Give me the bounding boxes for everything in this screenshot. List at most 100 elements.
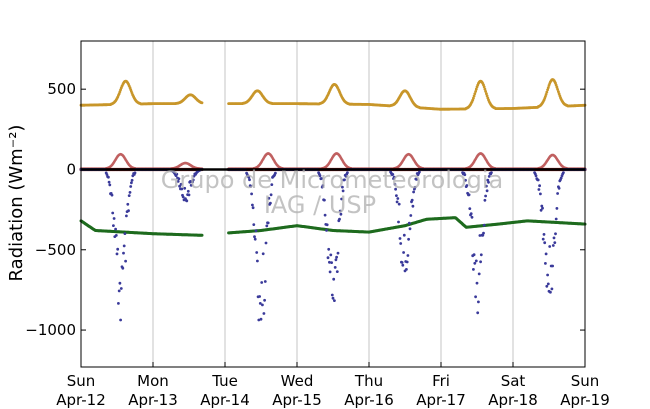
plot-frame (80, 40, 586, 368)
data-point (178, 184, 182, 188)
series-0 (79, 78, 587, 111)
data-point (180, 187, 184, 191)
data-point (544, 93, 548, 96)
data-point (555, 207, 559, 210)
data-point (546, 88, 549, 92)
data-point (559, 176, 563, 180)
data-point (557, 90, 560, 93)
data-point (263, 298, 266, 302)
data-point (107, 180, 111, 184)
data-point (399, 242, 403, 245)
data-point (250, 192, 254, 196)
data-point (475, 281, 479, 285)
data-point (336, 251, 340, 255)
data-point (540, 204, 544, 208)
x-tick-label-day: Mon (137, 372, 169, 390)
data-point (487, 175, 491, 178)
data-point (124, 259, 127, 263)
data-point (330, 293, 334, 297)
data-point (117, 289, 121, 293)
data-point (186, 189, 190, 193)
x-tick-label-day: Sun (67, 372, 96, 390)
data-point (105, 173, 109, 176)
data-point (405, 268, 408, 271)
data-point (267, 196, 271, 200)
data-point (251, 203, 254, 207)
data-point (330, 261, 333, 264)
data-point (122, 244, 126, 248)
data-point (395, 194, 398, 198)
series-3 (79, 216, 587, 237)
data-point (402, 251, 405, 254)
data-point (253, 235, 256, 239)
data-point (189, 183, 193, 187)
data-point (185, 199, 189, 203)
x-tick-label-date: Apr-18 (488, 391, 538, 409)
data-point (128, 191, 132, 194)
data-point (467, 193, 471, 197)
data-point (484, 194, 487, 198)
data-point (181, 195, 185, 199)
data-point (548, 245, 552, 248)
data-point (256, 259, 259, 263)
watermark-line-2: IAG / USP (264, 191, 376, 219)
data-point (551, 244, 555, 247)
data-point (484, 90, 487, 93)
data-point (264, 241, 268, 245)
data-point (247, 175, 251, 179)
x-tick-label-date: Apr-16 (344, 391, 394, 409)
x-tick-label-day: Tue (211, 372, 238, 390)
data-point (544, 95, 547, 98)
data-point (328, 260, 331, 264)
data-point (251, 206, 255, 210)
data-point (545, 284, 549, 288)
data-point (469, 212, 473, 216)
data-point (341, 189, 345, 193)
data-point (262, 312, 266, 315)
data-point (122, 251, 125, 255)
data-point (487, 180, 490, 184)
data-point (545, 90, 549, 94)
data-point (332, 277, 336, 281)
data-point (557, 186, 561, 190)
data-point (200, 101, 204, 105)
data-point (338, 209, 342, 213)
x-tick-label-day: Thu (354, 372, 383, 390)
data-point (249, 184, 253, 188)
data-point (470, 215, 474, 219)
data-point (118, 281, 122, 285)
data-point (270, 183, 274, 187)
data-point (397, 220, 400, 224)
data-point (333, 266, 337, 269)
data-point (112, 224, 115, 228)
data-point (482, 85, 486, 89)
data-point (485, 92, 488, 96)
data-point (261, 303, 264, 307)
data-point (333, 299, 336, 302)
data-point (556, 192, 559, 195)
data-point (123, 232, 127, 236)
data-point (554, 232, 557, 236)
data-point (394, 187, 397, 191)
y-tick-label: 500 (47, 80, 76, 98)
data-point (191, 178, 195, 182)
data-point (127, 194, 131, 198)
data-point (406, 254, 410, 257)
data-point (478, 234, 482, 237)
data-point (482, 223, 486, 227)
data-point (318, 174, 322, 178)
data-point (125, 214, 128, 218)
data-point (117, 302, 120, 305)
data-point (472, 96, 475, 100)
x-tick-label-day: Sun (571, 372, 600, 390)
y-axis-label: Radiation (Wm⁻²) (6, 125, 27, 282)
data-point (259, 317, 263, 321)
data-point (114, 234, 118, 237)
data-point (127, 209, 130, 213)
data-point (537, 188, 541, 191)
data-point (395, 200, 399, 204)
data-point (116, 247, 120, 251)
data-point (179, 182, 183, 186)
data-point (263, 280, 267, 283)
